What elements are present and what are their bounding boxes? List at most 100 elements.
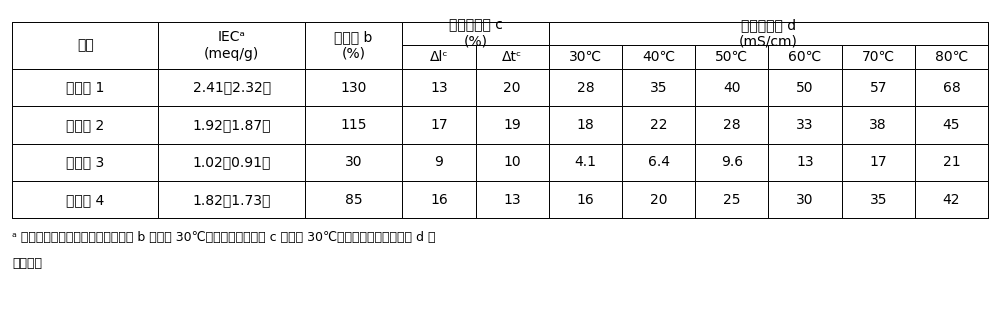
Bar [305,144,402,181]
Bar [305,106,402,144]
Text: 13: 13 [430,81,448,95]
Text: 40℃: 40℃ [642,50,675,64]
Text: IECᵃ
(meq/g): IECᵃ (meq/g) [204,30,259,61]
Bar [305,22,402,46]
Bar [622,181,695,218]
Bar [622,144,695,181]
Bar [305,144,402,181]
Bar [915,46,988,69]
Bar [12,106,158,144]
Bar [402,144,476,181]
Text: 21: 21 [943,155,960,169]
Bar [622,22,695,46]
Bar [402,144,476,181]
Bar [842,181,915,218]
Text: 60℃: 60℃ [788,50,822,64]
Bar [622,181,695,218]
Bar [476,181,549,218]
Bar [549,46,622,69]
Text: 45: 45 [943,118,960,132]
Bar [402,46,476,69]
Text: 质子传导率 d
(mS/cm): 质子传导率 d (mS/cm) [739,18,798,49]
Bar [476,22,549,46]
Bar [305,69,402,106]
Text: 17: 17 [430,118,448,132]
Text: 50: 50 [796,81,814,95]
Text: 13: 13 [796,155,814,169]
Text: 18: 18 [577,118,594,132]
Bar [622,46,695,69]
Text: 42: 42 [943,193,960,207]
Bar [549,22,988,46]
Bar [476,69,549,106]
Text: ᵃ 为计算值，括号内数值为测定值， b 温度为 30℃时测定的吸水率， c 温度为 30℃时测定的尺寸变换率， d 水: ᵃ 为计算值，括号内数值为测定值， b 温度为 30℃时测定的吸水率， c 温度… [12,231,436,244]
Bar [768,69,842,106]
Bar [476,46,549,69]
Bar [549,69,622,106]
Bar [768,144,842,181]
Bar [158,69,305,106]
Bar [12,144,158,181]
Bar [842,144,915,181]
Bar [402,46,476,69]
Bar [476,144,549,181]
Bar [695,22,768,46]
Bar [12,22,158,69]
Bar [695,144,768,181]
Bar [695,69,768,106]
Bar [915,69,988,106]
Bar [158,46,305,69]
Bar [695,46,768,69]
Bar [622,69,695,106]
Bar [768,22,842,46]
Bar [622,69,695,106]
Bar [695,46,768,69]
Bar [158,22,305,46]
Bar [622,144,695,181]
Bar [915,46,988,69]
Bar [158,106,305,144]
Bar [158,181,305,218]
Text: 33: 33 [796,118,814,132]
Bar [915,106,988,144]
Bar [768,144,842,181]
Bar [402,22,476,46]
Bar [305,181,402,218]
Bar [768,181,842,218]
Text: 30: 30 [345,155,362,169]
Bar [768,181,842,218]
Bar [158,106,305,144]
Bar [842,144,915,181]
Bar [158,181,305,218]
Bar [842,22,915,46]
Text: 13: 13 [503,193,521,207]
Bar [622,46,695,69]
Text: 50℃: 50℃ [715,50,748,64]
Bar [915,181,988,218]
Text: 中测定。: 中测定。 [12,257,42,271]
Bar [915,144,988,181]
Text: Δtᶜ: Δtᶜ [502,50,522,64]
Text: 实施例 1: 实施例 1 [66,81,104,95]
Text: 19: 19 [503,118,521,132]
Bar [549,22,622,46]
Bar [695,69,768,106]
Text: 1.92（1.87）: 1.92（1.87） [192,118,271,132]
Bar [695,181,768,218]
Bar [549,106,622,144]
Bar [842,69,915,106]
Bar [549,181,622,218]
Bar [915,22,988,46]
Bar [695,144,768,181]
Text: 16: 16 [577,193,594,207]
Bar [549,181,622,218]
Bar [622,106,695,144]
Text: 22: 22 [650,118,667,132]
Bar [768,69,842,106]
Bar [12,181,158,218]
Bar [549,46,622,69]
Bar [842,106,915,144]
Text: 28: 28 [723,118,741,132]
Bar [768,46,842,69]
Text: 样品: 样品 [77,38,94,52]
